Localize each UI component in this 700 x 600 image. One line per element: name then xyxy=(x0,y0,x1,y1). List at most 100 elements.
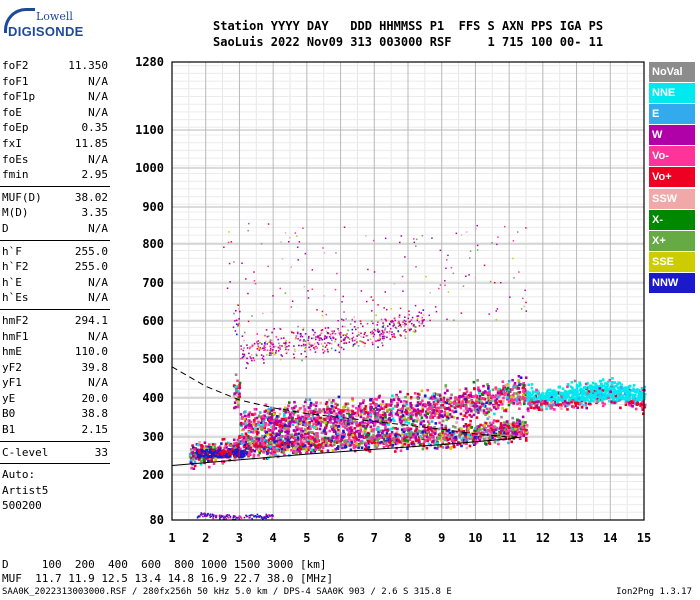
echo-point xyxy=(249,430,252,434)
echo-point xyxy=(474,410,478,413)
echo-point xyxy=(475,425,479,428)
echo-point xyxy=(287,419,290,422)
echo-point xyxy=(203,447,207,451)
echo-point xyxy=(266,516,269,518)
echo-point xyxy=(307,406,311,410)
echo-point xyxy=(282,446,285,449)
echo-point xyxy=(517,426,520,430)
echo-point xyxy=(594,400,597,403)
echo-point xyxy=(492,431,496,434)
echo-point xyxy=(334,349,337,352)
echo-point xyxy=(397,330,399,332)
echo-point xyxy=(425,435,429,439)
echo-point xyxy=(320,343,323,345)
echo-point xyxy=(210,459,213,462)
echo-point xyxy=(303,400,307,404)
echo-point xyxy=(225,518,227,520)
echo-point xyxy=(464,411,468,415)
echo-point xyxy=(393,324,395,326)
echo-point xyxy=(518,395,522,399)
echo-point xyxy=(448,415,452,419)
echo-point xyxy=(263,438,266,442)
echo-point xyxy=(341,446,344,450)
echo-point xyxy=(247,362,249,365)
digisonde-logo: Lowell DIGISONDE xyxy=(2,6,83,50)
echo-point xyxy=(330,401,333,404)
echo-point xyxy=(285,352,288,355)
echo-point xyxy=(403,321,406,323)
echo-point xyxy=(349,323,352,325)
echo-point xyxy=(470,434,474,438)
echo-point xyxy=(337,343,340,346)
echo-point xyxy=(278,327,281,330)
echo-point xyxy=(433,446,437,450)
echo-point xyxy=(279,328,282,330)
echo-point xyxy=(259,449,262,453)
echo-point xyxy=(371,421,375,425)
echo-point xyxy=(287,428,290,431)
echo-point xyxy=(525,424,529,427)
echo-point xyxy=(475,405,479,408)
echo-point xyxy=(414,437,418,441)
echo-point xyxy=(512,421,515,424)
echo-point xyxy=(537,395,541,398)
echo-point xyxy=(617,388,621,392)
echo-point xyxy=(327,332,330,335)
echo-point xyxy=(496,388,499,391)
echo-point xyxy=(384,329,386,331)
echo-point xyxy=(546,402,549,405)
echo-point xyxy=(220,455,224,459)
echo-point xyxy=(327,407,330,411)
echo-point xyxy=(299,447,303,451)
echo-point xyxy=(263,516,265,518)
echo-point xyxy=(422,424,425,428)
echo-point xyxy=(518,422,522,426)
echo-point xyxy=(319,334,321,336)
echo-point xyxy=(256,333,258,335)
echo-point xyxy=(571,405,574,408)
echo-point xyxy=(199,459,203,463)
echo-point xyxy=(252,514,254,516)
echo-point xyxy=(354,339,356,342)
echo-point xyxy=(404,316,406,318)
echo-point xyxy=(313,410,316,414)
echo-point xyxy=(522,383,525,387)
echo-point xyxy=(254,445,257,448)
echo-point xyxy=(548,388,552,392)
echo-point xyxy=(402,401,406,404)
echo-point xyxy=(535,388,538,392)
echo-point xyxy=(326,336,328,338)
echo-point xyxy=(497,432,501,435)
echo-point xyxy=(511,388,514,391)
echo-point xyxy=(467,396,470,399)
echo-point xyxy=(325,408,329,411)
echo-point xyxy=(474,439,478,443)
echo-point xyxy=(542,395,546,398)
echo-point xyxy=(445,446,448,449)
echo-point xyxy=(382,335,385,338)
echo-point xyxy=(361,435,365,439)
echo-point xyxy=(396,413,400,417)
param-name: h`F xyxy=(2,244,22,258)
echo-point xyxy=(589,390,593,393)
echo-point xyxy=(491,425,495,428)
echo-point xyxy=(493,438,496,441)
echo-point xyxy=(326,411,329,415)
echo-point xyxy=(381,335,384,338)
echo-point xyxy=(595,392,598,396)
echo-point xyxy=(431,397,434,401)
echo-point xyxy=(381,344,384,347)
echo-point xyxy=(347,428,351,432)
echo-point xyxy=(286,345,288,348)
echo-point xyxy=(462,409,466,412)
echo-point xyxy=(275,352,277,354)
echo-point xyxy=(201,450,204,453)
echo-point xyxy=(276,449,279,453)
echo-point xyxy=(431,427,435,431)
echo-point xyxy=(415,414,418,418)
echo-point xyxy=(510,395,513,399)
echo-point xyxy=(453,402,456,406)
echo-point xyxy=(299,439,303,442)
echo-point xyxy=(398,418,402,421)
echo-point xyxy=(360,322,362,325)
